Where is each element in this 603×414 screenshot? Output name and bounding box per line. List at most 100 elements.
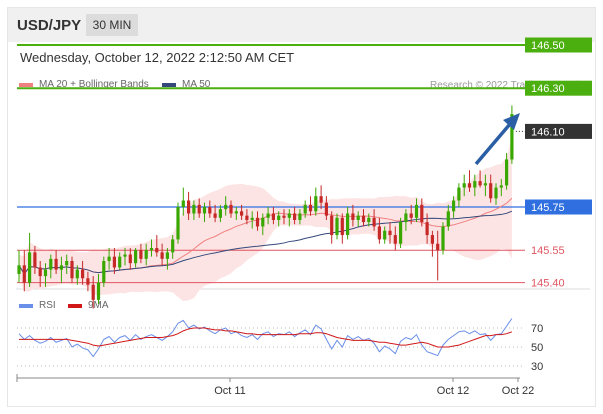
candle-body [388,230,392,236]
candlestick-layer [17,105,514,309]
candle [144,243,148,266]
candle [505,153,509,190]
candle [441,222,445,255]
candle-body [245,215,249,220]
candle [399,217,403,249]
candle [266,207,270,225]
candle-body [308,204,313,212]
candle-body [155,248,159,253]
legend-ma50: MA 50 [162,79,210,90]
candle-body [277,215,281,220]
candle [361,209,366,227]
candle [65,254,69,274]
candle [308,196,313,216]
candle-body [229,204,233,214]
candle-body [128,254,132,264]
candle-body [118,256,122,268]
candle [139,243,143,264]
candle [409,204,413,225]
resistance-1-tag [525,80,592,96]
chart-datetime: Wednesday, October 12, 2022 2:12:50 AM C… [20,50,295,65]
resistance-2-label: 146.50 [531,40,565,52]
time-axis-layer: Oct 11 Oct 12 Oct 22 [16,374,534,397]
candle-body [54,258,58,270]
candle [282,209,286,225]
candle-body [356,215,360,220]
candle-body [420,204,424,223]
candle-body [510,114,514,160]
candle-body [473,181,477,188]
candle [356,211,360,227]
support-2-label: 145.40 [531,278,565,290]
candle-body [261,217,265,227]
symbol-title: USD/JPY [17,17,82,34]
forecast-arrow-head [503,113,520,130]
candle-body [478,181,482,186]
candle [155,235,159,257]
candle-body [102,261,106,283]
candle-body [187,200,191,214]
candle [494,183,498,205]
candle-body [70,261,74,279]
candle [107,248,111,270]
candle [202,202,207,223]
timeframe-badge[interactable]: 30 MIN [86,14,138,36]
candle-body [86,278,90,285]
candle [218,204,222,223]
candle [261,213,265,236]
candle-body [483,183,487,186]
bollinger-band-area [19,138,512,302]
candle-body [452,200,456,212]
candle-body [446,211,450,227]
candle-body [65,261,69,266]
candle [489,174,493,203]
candle-body [91,284,95,300]
candle [192,200,196,220]
candle [478,170,482,188]
candle [346,207,350,240]
legend-rsi-ma: 9MA [68,300,109,311]
candle [38,261,42,287]
candle [372,209,376,231]
candle-body [192,204,196,214]
candle [165,248,169,270]
candle-body [282,215,286,218]
time-tick-label: Oct 12 [437,385,469,397]
candle [430,230,434,257]
candle-body [96,282,101,300]
candle [446,204,450,231]
candle-body [112,256,116,268]
candle-body [240,211,244,216]
candle [234,207,238,220]
candle [319,185,323,210]
candle [314,187,318,216]
rsi-line [18,318,513,358]
candle [49,254,53,279]
candle [197,198,201,218]
candle [112,248,116,274]
candle-body [139,250,143,259]
legend-rsi: RSI [19,300,56,311]
candle [128,248,132,270]
candle [123,248,127,266]
candle-body [361,215,366,223]
candle [187,191,191,220]
candle [436,230,440,281]
price-level-layer: 146.50 146.30 146.10 145.75 145.55 145.40 [17,37,592,290]
candle [414,198,419,223]
candle-body [49,258,53,270]
candle [70,256,74,283]
candle-body [218,209,222,218]
rsi-swatch [19,303,33,308]
candle [224,196,228,216]
candle [160,243,164,266]
candle-body [409,213,413,218]
candle-body [314,196,318,212]
candle-body [43,269,48,277]
resistance-2-tag [525,37,592,53]
candle-body [372,217,376,227]
candle [452,196,456,218]
candle [383,226,387,244]
candle [388,222,392,244]
